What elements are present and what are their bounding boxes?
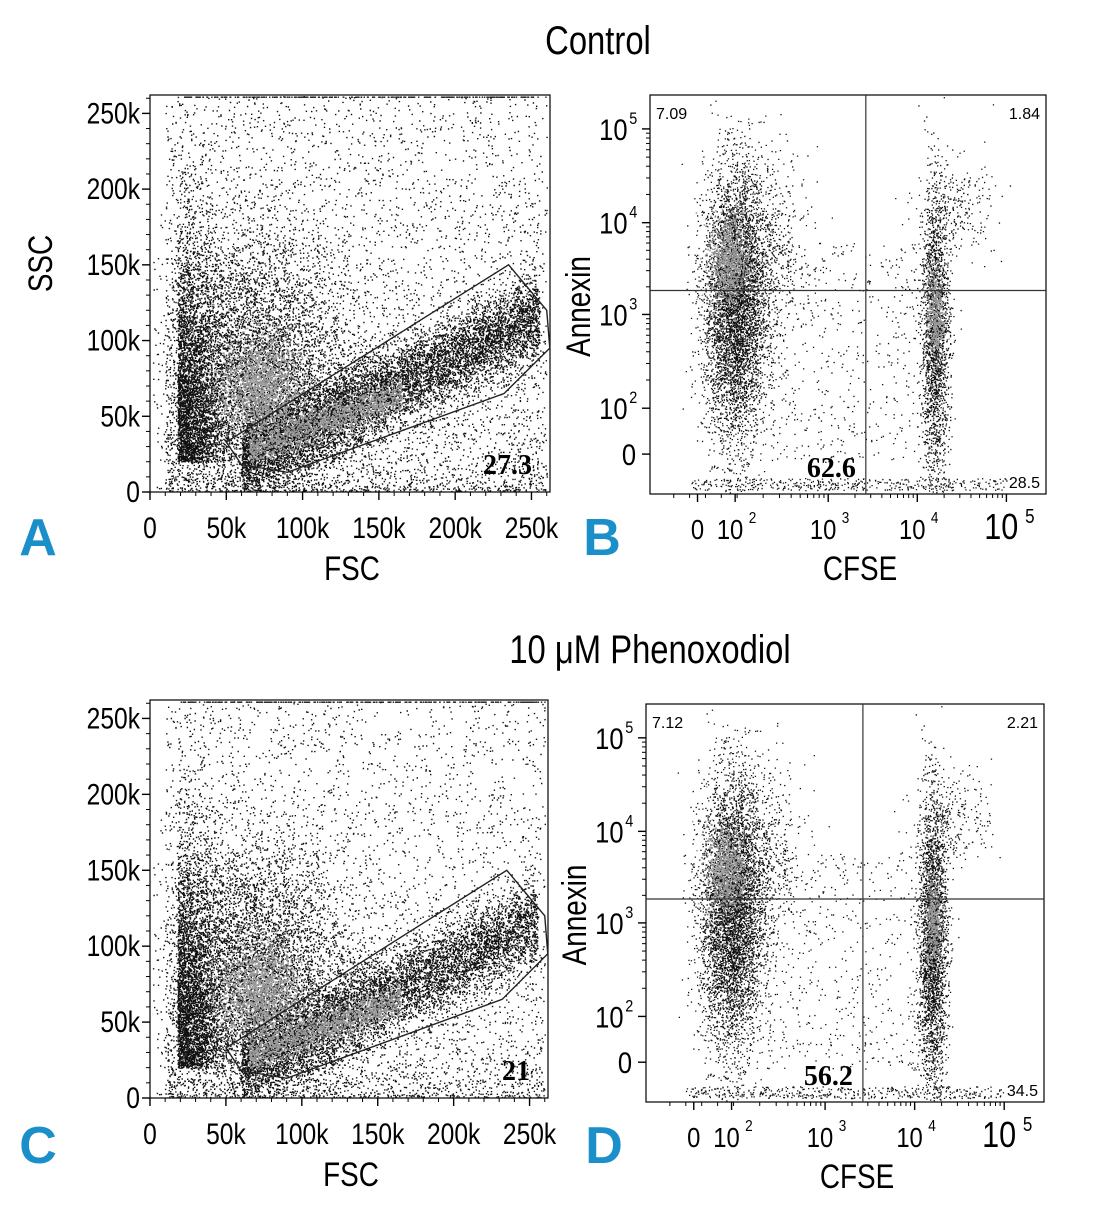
x-tick-label: 10 <box>982 1116 1016 1156</box>
x-axis-label: FSC <box>324 549 380 587</box>
x-tick-label: 0 <box>143 511 157 545</box>
y-tick-label: 200k <box>87 172 141 206</box>
x-tick-label: 50k <box>206 511 246 545</box>
x-tick-exponent: 3 <box>839 1118 847 1135</box>
event-dots <box>678 706 1004 1101</box>
panel-letter: C <box>19 1117 57 1175</box>
x-tick-exponent: 3 <box>842 510 850 527</box>
event-dots <box>153 701 546 1098</box>
x-tick-label: 10 <box>807 1121 833 1153</box>
x-axis-label: FSC <box>323 1155 379 1193</box>
x-tick-exponent: 4 <box>931 510 939 527</box>
quadrant-lower-left-percent: 62.6 <box>807 453 856 484</box>
x-tick-label: 0 <box>691 513 704 545</box>
title-control: Control <box>545 18 651 63</box>
plot-frame <box>150 700 548 1098</box>
x-tick-label: 0 <box>687 1121 700 1153</box>
x-tick-label: 50k <box>206 1117 246 1151</box>
y-tick-label: 0 <box>618 1046 632 1079</box>
y-tick-label: 10 <box>595 815 623 848</box>
x-tick-label: 200k <box>429 511 483 545</box>
x-tick-exponent: 5 <box>1025 505 1034 528</box>
y-tick-exponent: 2 <box>629 389 637 407</box>
y-tick-label: 50k <box>100 1005 140 1039</box>
quadrant-upper-left-percent: 7.09 <box>656 106 687 123</box>
x-tick-label: 150k <box>352 511 406 545</box>
title-phenoxodiol: 10 μM Phenoxodiol <box>509 627 790 672</box>
quadrant-lower-right-percent: 34.5 <box>1007 1083 1038 1100</box>
y-axis-label: SSC <box>21 235 59 292</box>
x-tick-label: 250k <box>505 511 559 545</box>
quadrant-upper-right-percent: 2.21 <box>1007 715 1038 732</box>
y-tick-label: 10 <box>599 113 627 146</box>
x-tick-label: 10 <box>713 1121 739 1153</box>
y-tick-label: 0 <box>622 438 636 471</box>
x-tick-label: 10 <box>896 1121 922 1153</box>
y-tick-label: 0 <box>126 475 140 509</box>
panel-letter: B <box>583 509 621 567</box>
x-axis-label: CFSE <box>823 549 897 587</box>
y-tick-exponent: 4 <box>629 204 637 222</box>
gate-percent: 21 <box>502 1056 530 1087</box>
x-tick-exponent: 2 <box>749 510 757 527</box>
x-tick-label: 150k <box>351 1117 405 1151</box>
x-tick-label: 250k <box>503 1117 557 1151</box>
x-tick-label: 200k <box>427 1117 481 1151</box>
quadrant-upper-left-percent: 7.12 <box>652 715 683 732</box>
y-tick-label: 10 <box>595 1000 623 1033</box>
y-tick-exponent: 4 <box>625 812 633 830</box>
x-tick-label: 10 <box>984 508 1018 548</box>
panel-A: 27.3 0 50k 100k 150k 200k 250k 0 50k 100k 150k 200k… <box>19 95 558 588</box>
quadrant-upper-right-percent: 1.84 <box>1009 106 1040 123</box>
y-tick-label: 250k <box>87 701 141 735</box>
x-tick-exponent: 2 <box>745 1118 753 1135</box>
x-tick-label: 10 <box>717 513 743 545</box>
x-tick-label: 100k <box>276 511 330 545</box>
x-tick-exponent: 5 <box>1023 1113 1032 1136</box>
x-tick-label: 10 <box>899 513 925 545</box>
y-tick-label: 10 <box>595 907 623 940</box>
y-tick-exponent: 2 <box>625 997 633 1015</box>
quadrant-lower-left-percent: 56.2 <box>804 1061 853 1092</box>
x-axis-label: CFSE <box>820 1157 894 1195</box>
y-tick-label: 10 <box>599 207 627 240</box>
y-axis-label: Annexin <box>559 256 597 357</box>
y-tick-label: 200k <box>87 777 141 811</box>
quadrant-lower-right-percent: 28.5 <box>1009 475 1040 492</box>
y-tick-exponent: 3 <box>625 904 633 922</box>
y-tick-label: 150k <box>87 247 141 281</box>
gate-percent: 27.3 <box>483 450 532 481</box>
x-tick-label: 10 <box>810 513 836 545</box>
event-dots <box>153 96 548 492</box>
y-axis-label: Annexin <box>555 865 593 966</box>
y-tick-label: 10 <box>599 392 627 425</box>
y-tick-label: 0 <box>126 1081 140 1115</box>
y-tick-label: 250k <box>87 96 141 130</box>
y-tick-label: 50k <box>100 399 140 433</box>
panel-letter: D <box>585 1117 623 1175</box>
flow-cytometry-figure: Control 10 μM Phenoxodiol 27.3 0 50k 100k 15… <box>0 0 1109 1216</box>
panel-C: 21 0 50k 100k 150k 200k 250k 0 50k 100k 150k 200k 25… <box>19 700 556 1194</box>
plot-frame <box>646 704 1044 1102</box>
panel-letter: A <box>19 509 57 567</box>
x-tick-label: 100k <box>275 1117 329 1151</box>
y-tick-exponent: 5 <box>625 719 633 737</box>
x-tick-label: 0 <box>143 1117 157 1151</box>
y-tick-exponent: 3 <box>629 295 637 313</box>
y-tick-label: 100k <box>87 929 141 963</box>
y-tick-exponent: 5 <box>629 110 637 128</box>
x-tick-exponent: 4 <box>928 1118 936 1135</box>
y-tick-label: 150k <box>87 853 141 887</box>
y-tick-label: 10 <box>599 299 627 332</box>
y-tick-label: 100k <box>87 323 141 357</box>
y-tick-label: 10 <box>595 722 623 755</box>
